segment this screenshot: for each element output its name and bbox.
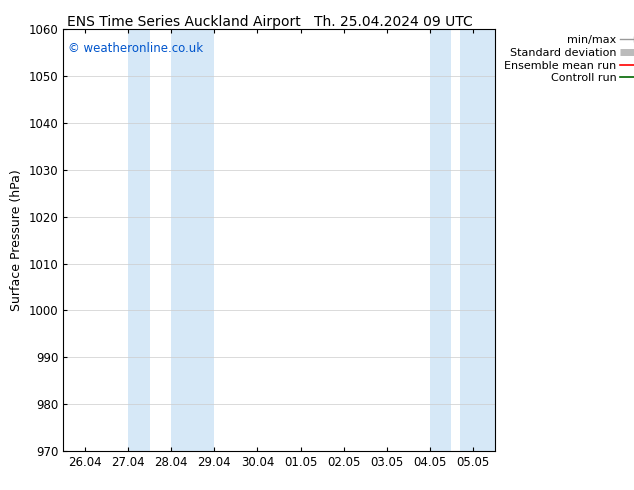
Bar [460, 29, 503, 451]
Bar [171, 29, 214, 451]
Legend: min/max, Standard deviation, Ensemble mean run, Controll run: min/max, Standard deviation, Ensemble me… [505, 35, 634, 83]
Bar [128, 29, 150, 451]
Bar [430, 29, 451, 451]
Y-axis label: Surface Pressure (hPa): Surface Pressure (hPa) [10, 169, 23, 311]
Text: ENS Time Series Auckland Airport: ENS Time Series Auckland Airport [67, 15, 301, 29]
Text: Th. 25.04.2024 09 UTC: Th. 25.04.2024 09 UTC [314, 15, 472, 29]
Text: © weatheronline.co.uk: © weatheronline.co.uk [68, 42, 203, 55]
